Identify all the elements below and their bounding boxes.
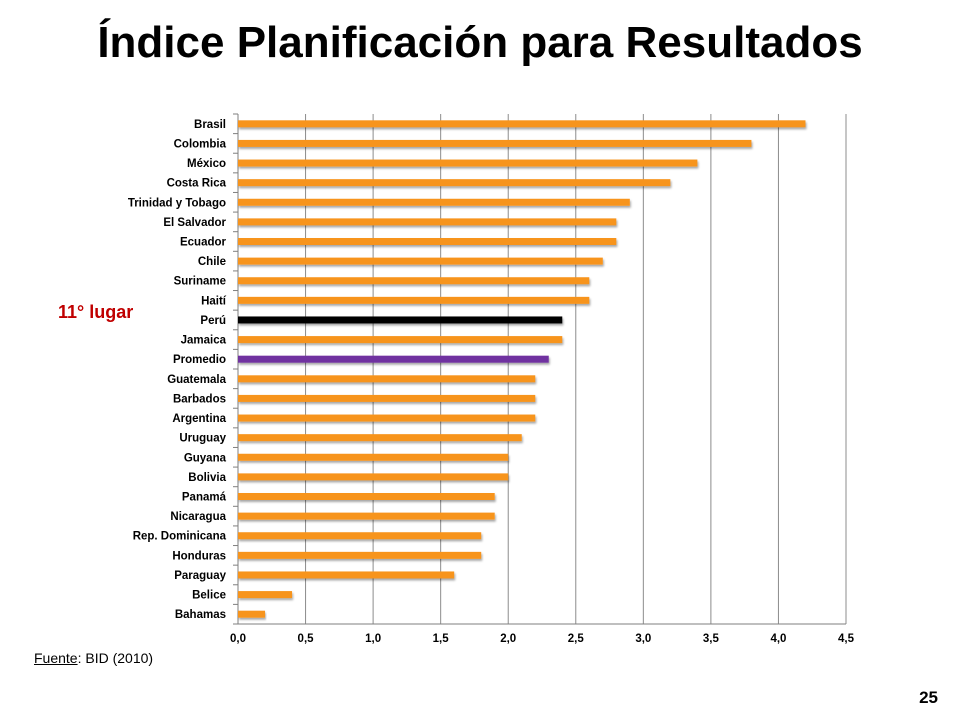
category-label: Chile (198, 256, 226, 268)
bar (238, 571, 455, 579)
slide-title: Índice Planificación para Resultados (97, 18, 863, 67)
category-label: Promedio (173, 354, 226, 366)
category-label: Jamaica (181, 335, 227, 347)
bar (238, 316, 563, 324)
category-label: Belice (192, 590, 226, 602)
bar (238, 532, 482, 540)
bar (238, 179, 671, 187)
bar (238, 414, 536, 422)
x-axis-ticks: 0,0 0,5 1,0 1,5 2,0 2,5 3,0 3,5 4,0 4,5 (230, 633, 855, 645)
x-tick-label: 2,5 (568, 633, 585, 645)
bar (238, 394, 536, 402)
x-tick-label: 2,0 (500, 633, 516, 645)
x-tick-label: 3,0 (635, 633, 651, 645)
x-tick-label: 3,5 (703, 633, 720, 645)
x-tick-label: 0,5 (298, 633, 315, 645)
x-tick-label: 1,0 (365, 633, 381, 645)
x-tick-label: 4,0 (770, 633, 786, 645)
bar (238, 473, 509, 481)
bar (238, 355, 549, 363)
bar (238, 120, 806, 128)
category-label: Bolivia (188, 472, 226, 484)
bar (238, 257, 603, 265)
category-label: Costa Rica (167, 178, 227, 190)
category-label: Argentina (172, 413, 226, 425)
x-tick-label: 0,0 (230, 633, 246, 645)
category-label: Brasil (194, 119, 226, 131)
category-labels: Brasil Colombia México Costa Rica Trinidad y… (128, 119, 227, 621)
x-tick-label: 4,5 (838, 633, 855, 645)
bar (238, 198, 630, 206)
category-label: Panamá (182, 492, 227, 504)
category-label: Guatemala (167, 374, 226, 386)
bars (238, 120, 806, 618)
category-label: Barbados (173, 393, 226, 405)
category-label: Uruguay (179, 433, 226, 445)
x-tick-label: 1,5 (433, 633, 450, 645)
category-label: Ecuador (180, 237, 227, 249)
source-label: Fuente (34, 650, 78, 666)
category-label: Bahamas (175, 609, 226, 621)
category-label: Paraguay (174, 570, 226, 582)
category-label: El Salvador (163, 217, 226, 229)
bar (238, 218, 617, 226)
category-label: Haití (201, 295, 227, 307)
source-note: Fuente: BID (2010) (34, 650, 153, 666)
category-label: Suriname (174, 276, 226, 288)
category-label: Colombia (174, 138, 227, 150)
bar (238, 493, 495, 500)
bar (238, 159, 698, 167)
category-label: Rep. Dominicana (133, 531, 227, 543)
bar (238, 277, 590, 285)
source-text: : BID (2010) (77, 650, 154, 666)
bar (238, 238, 617, 245)
bar (238, 610, 266, 618)
page-number: 25 (919, 688, 938, 707)
bar (238, 551, 482, 559)
bar (238, 336, 563, 344)
category-label: Trinidad y Tobago (128, 197, 226, 209)
bar (238, 591, 293, 599)
bar (238, 434, 522, 442)
category-label: Nicaragua (170, 511, 226, 523)
bar (238, 375, 536, 383)
category-label: Perú (200, 315, 226, 327)
ranking-callout: 11° lugar (58, 302, 134, 322)
bar (238, 296, 590, 304)
category-label: México (187, 158, 226, 170)
grid-lines (233, 113, 847, 625)
bar (238, 512, 495, 520)
category-label: Guyana (184, 452, 227, 464)
category-label: Honduras (172, 550, 226, 562)
bar (238, 139, 752, 147)
bar (238, 453, 509, 461)
